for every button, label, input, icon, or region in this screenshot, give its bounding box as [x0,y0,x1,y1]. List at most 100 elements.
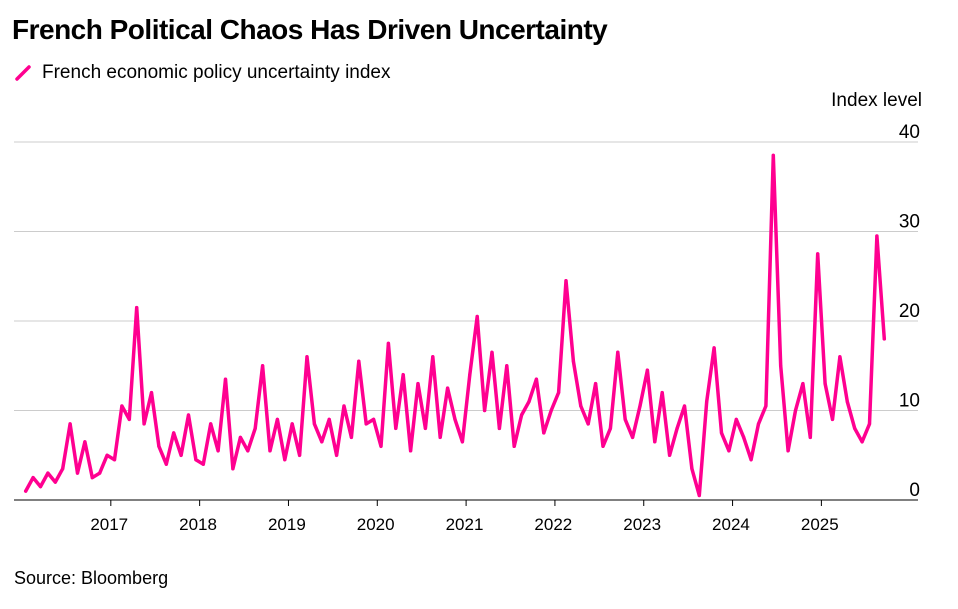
data-point [261,364,265,368]
data-point [527,400,531,404]
data-point [779,364,783,368]
data-point [579,404,583,408]
data-point [638,404,642,408]
data-point [179,453,183,457]
data-point [749,458,753,462]
data-point [298,453,302,457]
data-point [172,431,176,435]
data-point [549,408,553,413]
data-point [327,417,331,421]
data-point [490,350,494,354]
data-point [231,467,235,471]
data-point [379,444,383,448]
data-point [357,359,361,363]
data-point [608,426,613,430]
x-tick-label: 2019 [268,515,306,534]
x-tick-label: 2018 [179,515,217,534]
data-point [453,417,457,421]
data-point [712,346,716,350]
data-point [734,417,738,421]
y-tick-label: 30 [899,212,920,233]
data-point [275,417,279,421]
data-point [305,355,309,359]
data-point [394,426,398,430]
x-tick-label: 2022 [534,515,572,534]
data-point [483,408,487,413]
data-point [838,355,842,359]
data-point [409,449,413,453]
data-point [112,458,117,462]
data-point [668,453,672,457]
data-point [68,422,72,426]
data-point [438,435,442,439]
data-point [31,476,35,480]
data-point [793,408,798,413]
data-point [372,417,376,421]
data-point [149,391,154,395]
x-tick-label: 2023 [623,515,661,534]
data-point [386,341,390,345]
legend-label: French economic policy uncertainty index [42,62,391,83]
data-point [771,153,775,157]
data-point [571,359,576,363]
data-point [727,449,731,453]
legend: French economic policy uncertainty index [14,62,391,84]
data-point [697,493,701,498]
x-tick-label: 2025 [801,515,839,534]
x-tick-label: 2024 [712,515,750,534]
data-point [505,364,509,368]
x-tick-label: 2020 [357,515,395,534]
data-point [601,444,605,448]
y-tick-label: 10 [899,391,920,412]
data-point [764,404,768,408]
data-point [268,449,272,453]
data-point [867,422,872,426]
source-note: Source: Bloomberg [14,568,169,588]
y-tick-label: 0 [909,480,920,501]
data-point [223,377,228,381]
data-point [719,431,724,435]
data-point [283,458,287,462]
x-tick-label: 2017 [90,515,128,534]
data-point [512,444,516,448]
data-point [631,435,635,439]
data-point [194,458,198,462]
data-point [860,440,864,444]
data-point [808,435,812,439]
data-point [83,440,87,444]
data-point [290,422,294,426]
data-point [690,467,694,471]
data-point [312,422,316,426]
chart-title: French Political Chaos Has Driven Uncert… [12,14,608,45]
data-point [623,417,627,421]
data-point [186,413,191,417]
legend-line-swatch-icon [14,64,32,82]
data-point [157,444,161,448]
data-point [882,337,886,341]
data-point [564,279,568,283]
data-point [534,377,539,381]
data-point [127,417,131,421]
data-point [875,234,879,238]
data-point [105,453,109,457]
data-point [586,422,590,426]
data-point [98,471,102,475]
data-point [853,426,857,430]
data-point [401,373,405,377]
data-point [830,417,835,421]
data-point [823,382,827,386]
data-point [246,449,250,453]
data-point [682,404,687,408]
data-point [416,382,420,386]
data-point [209,422,213,426]
data-point [90,476,94,480]
data-point [253,426,257,430]
data-point [364,422,368,426]
y-axis-unit-label: Index level [831,90,922,111]
data-point [742,435,746,439]
x-tick-label: 2021 [446,515,484,534]
data-point [342,404,346,408]
data-point [142,422,146,426]
data-point [201,462,205,466]
data-point [816,252,820,256]
